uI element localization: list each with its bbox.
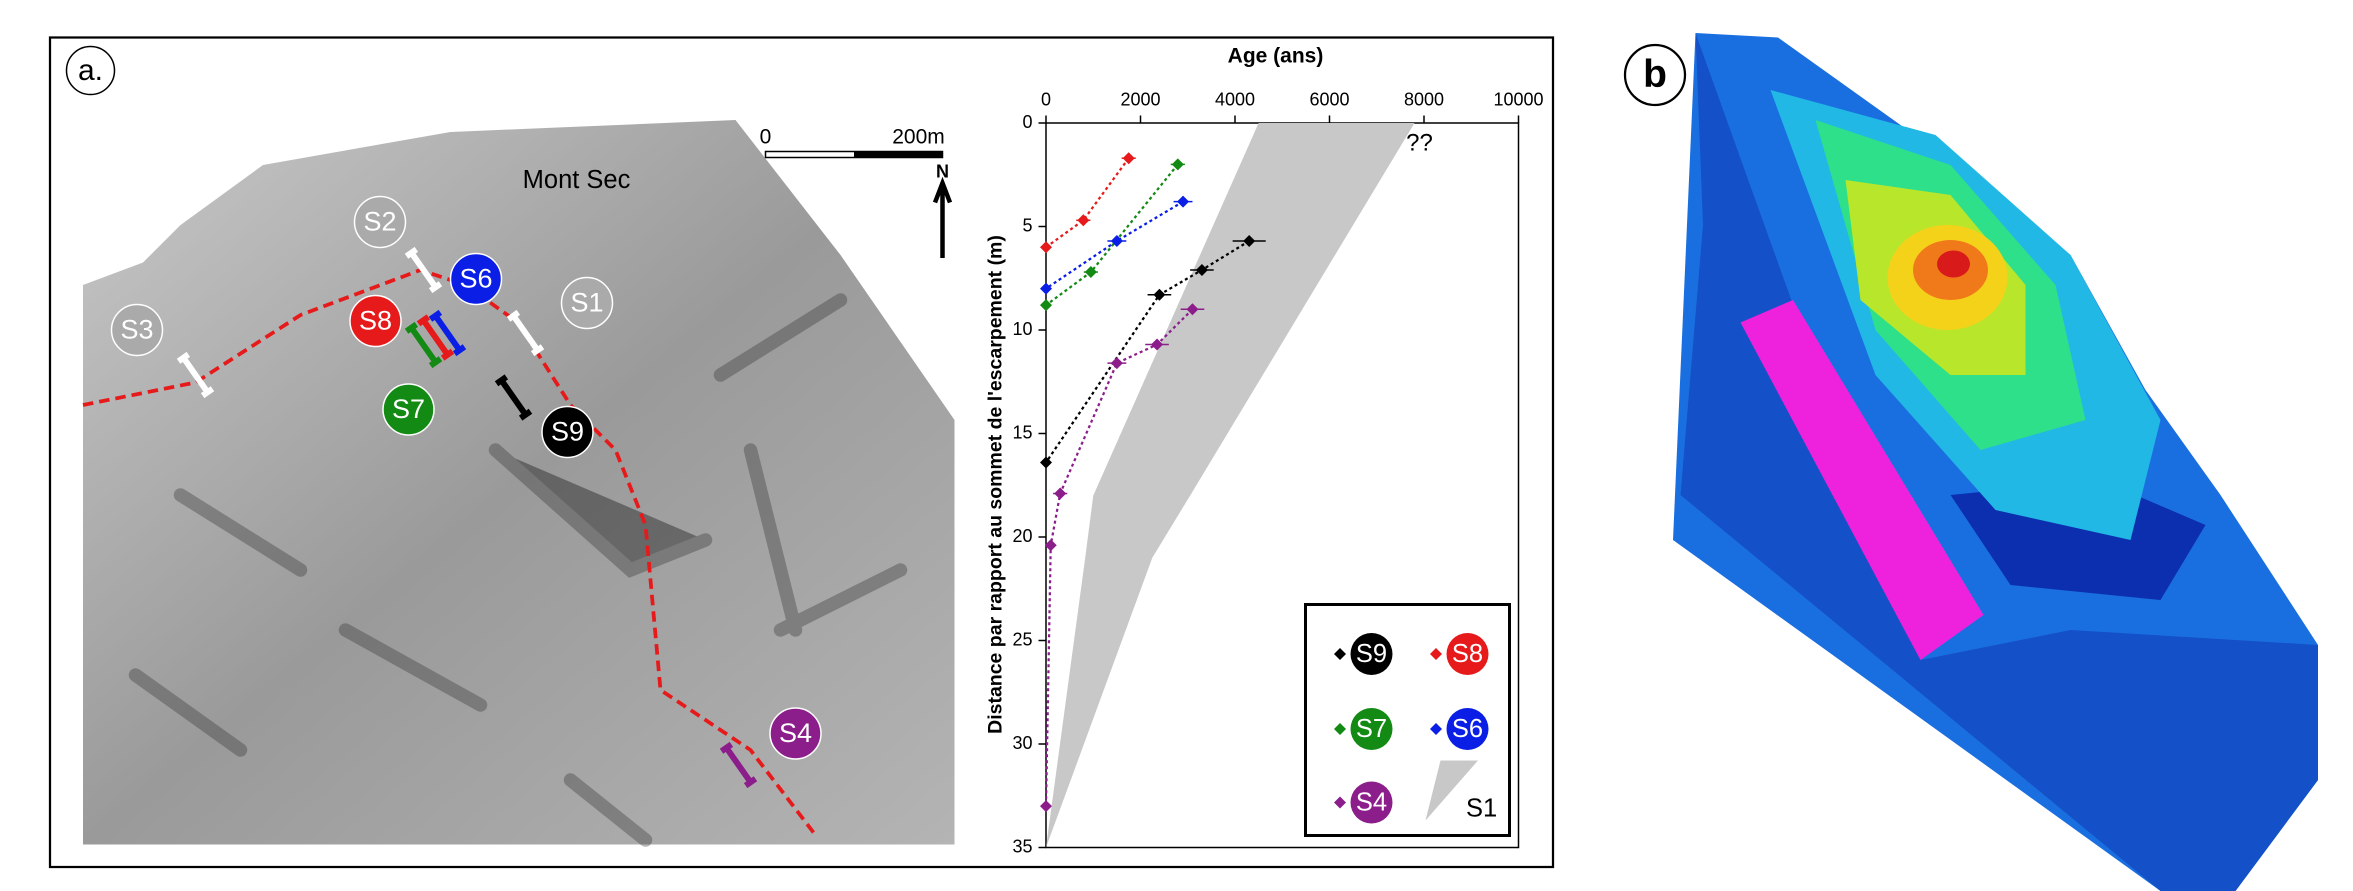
x-tick-label: 10000: [1493, 89, 1543, 109]
scale-bar-fill: [854, 152, 943, 158]
annotation: ??: [1406, 129, 1433, 156]
site-label: S9: [551, 417, 584, 447]
page: {"panel_a_label":"a.","panel_b_label":"b…: [0, 0, 2353, 891]
legend-label: S7: [1356, 715, 1387, 743]
panel-b-label: b: [1643, 53, 1667, 96]
scale-label: 0: [760, 126, 772, 149]
y-tick-label: 30: [1012, 733, 1032, 753]
site-label: S4: [779, 718, 812, 748]
site-label: S8: [359, 306, 392, 336]
legend-label: S9: [1356, 640, 1387, 668]
y-tick-label: 0: [1022, 112, 1032, 132]
scale-label: 200m: [892, 126, 945, 149]
x-tick-label: 6000: [1309, 89, 1349, 109]
legend-label: S8: [1452, 640, 1483, 668]
y-axis-label: Distance par rapport au sommet de l'esca…: [985, 235, 1007, 734]
place-label: Mont Sec: [523, 166, 631, 194]
x-tick-label: 2000: [1120, 89, 1160, 109]
legend-label: S1: [1466, 795, 1497, 823]
site-label: S3: [120, 315, 153, 345]
x-axis-label: Age (ans): [1228, 45, 1324, 68]
y-tick-label: 5: [1022, 215, 1032, 235]
site-label: S7: [392, 394, 425, 424]
y-tick-label: 10: [1012, 319, 1032, 339]
figure: a. Mont Sec 0 200m N S1S2S3S4S6S7S8S9 Ag…: [0, 0, 2353, 891]
contour-red: [1937, 251, 1970, 278]
legend-label: S4: [1356, 789, 1387, 817]
x-tick-label: 0: [1041, 89, 1051, 109]
x-tick-label: 8000: [1404, 89, 1444, 109]
panel-b: b: [1625, 33, 2318, 891]
x-tick-label: 4000: [1215, 89, 1255, 109]
site-label: S1: [570, 288, 603, 318]
y-tick-label: 25: [1012, 629, 1032, 649]
site-label: S2: [363, 207, 396, 237]
y-tick-label: 20: [1012, 526, 1032, 546]
panel-a-label: a.: [78, 54, 103, 87]
chart: Age (ans) Distance par rapport au sommet…: [985, 45, 1544, 857]
y-tick-label: 15: [1012, 422, 1032, 442]
y-tick-label: 35: [1012, 836, 1032, 856]
legend-label: S6: [1452, 715, 1483, 743]
site-label: S6: [459, 264, 492, 294]
